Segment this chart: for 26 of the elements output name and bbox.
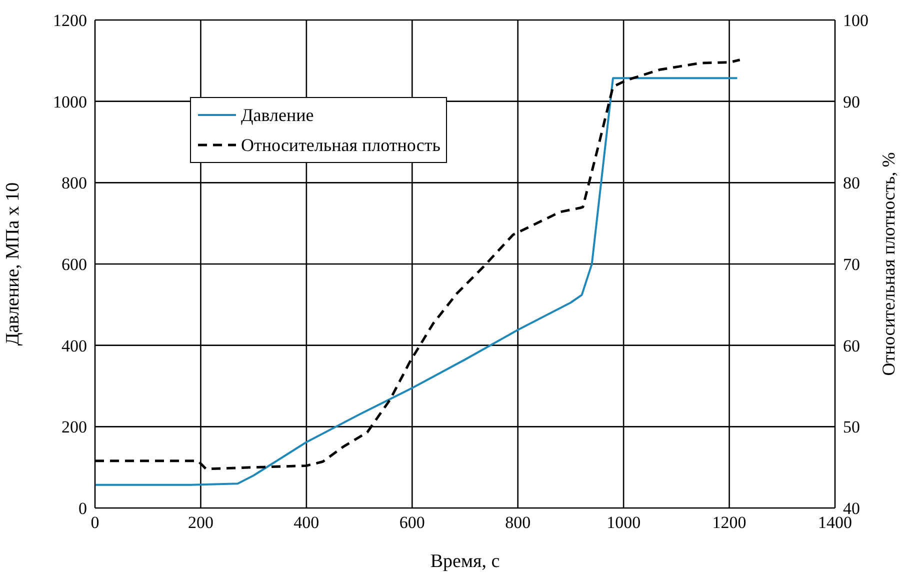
y-tick-label: 1000: [53, 92, 87, 112]
y-tick-label: 1200: [53, 11, 87, 30]
x-tick-label: 400: [294, 513, 320, 532]
y2-tick-label: 70: [843, 255, 860, 274]
x-tick-label: 1200: [712, 513, 746, 532]
legend-label: Давление: [241, 104, 314, 127]
x-tick-label: 0: [90, 513, 100, 532]
y2-tick-label: 80: [843, 174, 860, 193]
y-tick-label: 200: [62, 418, 87, 437]
x-tick-label: 600: [399, 513, 425, 532]
y-tick-label: 600: [62, 255, 87, 274]
x-axis-title: Время, с: [430, 551, 500, 572]
x-tick-label: 1400: [818, 513, 852, 532]
y-axis-title: Давление, МПа x 10: [2, 182, 24, 346]
legend-label: Относительная плотность: [241, 134, 440, 157]
y-tick-label: 0: [78, 499, 87, 518]
y2-tick-label: 100: [843, 11, 868, 30]
x-tick-label: 800: [505, 513, 531, 532]
x-tick-label: 1000: [606, 513, 641, 532]
y2-tick-label: 90: [843, 92, 860, 112]
y2-tick-label: 50: [843, 418, 860, 437]
y2-tick-label: 60: [843, 336, 860, 356]
x-tick-label: 200: [188, 513, 214, 532]
y2-axis-title: Относительная плотность, %: [878, 152, 898, 376]
y-tick-label: 400: [62, 336, 87, 356]
y-tick-label: 800: [62, 174, 87, 193]
